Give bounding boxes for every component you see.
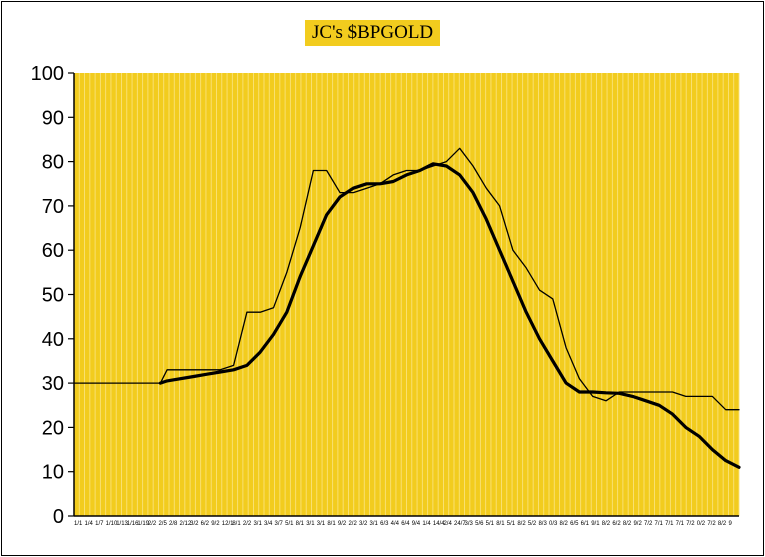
x-tick-label: 2/2	[148, 521, 157, 527]
x-tick-label: 6/4	[401, 521, 410, 527]
x-tick-label: 5/2	[528, 521, 537, 527]
y-tick-label: 0	[53, 506, 64, 528]
x-tick-label: 8/2	[560, 521, 569, 527]
x-tick-label: 1/16	[127, 521, 139, 527]
x-tick-label: 2/2	[243, 521, 252, 527]
x-tick-label: 6/3	[380, 521, 389, 527]
x-tick-label: 1/13	[116, 521, 128, 527]
x-tick-label: 7/2	[686, 521, 695, 527]
y-tick-label: 100	[31, 63, 64, 85]
x-tick-label: 3/2	[190, 521, 199, 527]
series-line-thin	[73, 147, 740, 411]
x-tick-label: 1/7	[95, 521, 104, 527]
x-tick-label: 3/1	[317, 521, 326, 527]
x-tick-label: 8/1	[232, 521, 241, 527]
x-tick-label: 2/2	[348, 521, 357, 527]
x-tick-label: 1/4	[422, 521, 431, 527]
x-tick-label: 3/1	[253, 521, 262, 527]
x-tick-label: 0/2	[697, 521, 706, 527]
x-tick-label: 8/1	[296, 521, 305, 527]
x-tick-label: 2/4	[443, 521, 452, 527]
x-tick-label: 8/2	[602, 521, 611, 527]
x-tick-label: 7/2	[707, 521, 716, 527]
x-tick-label: 2/12	[180, 521, 192, 527]
x-tick-label: 9/2	[338, 521, 347, 527]
x-tick-label: 9/2	[633, 521, 642, 527]
x-tick-label: 6/2	[612, 521, 621, 527]
x-tick-label: 1/19	[137, 521, 149, 527]
x-tick-label: 5/1	[285, 521, 294, 527]
x-tick-label: 8/3	[538, 521, 547, 527]
x-tick-label: 5/1	[507, 521, 516, 527]
series-line-smoothed	[158, 162, 741, 469]
y-tick-label: 60	[42, 240, 64, 262]
y-tick-label: 40	[42, 329, 64, 351]
x-tick-label: 8/1	[327, 521, 336, 527]
x-tick-label: 9	[728, 521, 732, 527]
x-tick-label: 3/7	[275, 521, 284, 527]
x-tick-label: 4/4	[391, 521, 400, 527]
y-tick-label: 30	[42, 373, 64, 395]
x-tick-label: 5/1	[486, 521, 495, 527]
x-tick-label: 8/2	[718, 521, 727, 527]
x-tick-label: 24/7	[454, 521, 466, 527]
x-tick-label: 7/1	[655, 521, 664, 527]
x-tick-label: 3/2	[359, 521, 368, 527]
x-tick-label: 9/2	[211, 521, 220, 527]
y-tick-label: 20	[42, 417, 64, 439]
x-tick-label: 3/1	[370, 521, 379, 527]
x-tick-label: 0/3	[549, 521, 558, 527]
x-tick-label: 9/4	[412, 521, 421, 527]
x-tick-label: 8/2	[517, 521, 526, 527]
y-tick-label: 10	[42, 462, 64, 484]
chart-title: JC's $BPGOLD	[305, 20, 441, 46]
y-tick-label: 70	[42, 196, 64, 218]
x-axis: 1/1 1/4 1/7 1/101/131/161/192/2 2/5 2/8 2/123/…	[74, 515, 739, 527]
x-tick-label: 7/2	[644, 521, 653, 527]
x-tick-label: 2/8	[169, 521, 178, 527]
x-tick-label: 1/4	[85, 521, 94, 527]
x-tick-label: 14/4	[433, 521, 445, 527]
y-tick-label: 90	[42, 107, 64, 129]
y-tick-label: 80	[42, 152, 64, 174]
series-group	[73, 147, 741, 469]
x-tick-label: 6/2	[201, 521, 210, 527]
x-tick-label: 2/5	[158, 521, 167, 527]
x-tick-label: 6/1	[581, 521, 590, 527]
x-tick-label: 9/1	[591, 521, 600, 527]
x-tick-label: 1/10	[106, 521, 118, 527]
y-tick-label: 50	[42, 285, 64, 307]
x-tick-label: 8/2	[623, 521, 632, 527]
x-tick-label: 12/1	[222, 521, 234, 527]
x-tick-label: 5/6	[475, 521, 484, 527]
x-tick-label: 3/1	[306, 521, 315, 527]
x-tick-label: 1/1	[74, 521, 83, 527]
y-axis: 0 10 20 30 40 50 60 70 80 90 100	[31, 63, 75, 528]
x-tick-label: 6/5	[570, 521, 579, 527]
x-tick-label: 7/1	[665, 521, 674, 527]
x-tick-label: 3/4	[264, 521, 273, 527]
x-tick-label: 7/1	[676, 521, 685, 527]
x-tick-label: 3/3	[465, 521, 474, 527]
x-tick-label: 8/1	[496, 521, 505, 527]
